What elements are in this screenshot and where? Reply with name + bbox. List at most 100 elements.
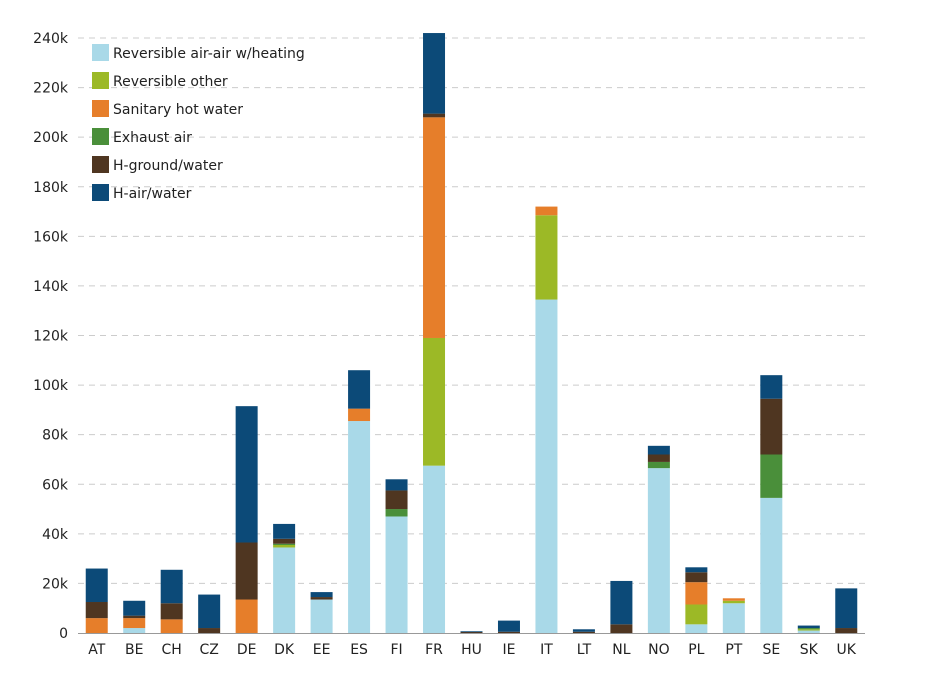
bar-segment-UK-5: [835, 588, 858, 629]
bar-segment-ES-5: [348, 370, 371, 409]
bar-segment-SK-1: [797, 629, 820, 631]
bar-segment-FI-5: [385, 479, 408, 491]
x-tick-label: FR: [425, 642, 443, 658]
bar-segment-LT-4: [572, 631, 595, 633]
x-tick-label: NO: [648, 642, 670, 658]
bar-segment-IE-4: [497, 631, 520, 633]
bar-segment-EE-5: [310, 592, 333, 598]
bar-segment-CZ-5: [198, 594, 221, 629]
x-tick-label: AT: [88, 642, 105, 658]
bar-segment-FI-3: [385, 509, 408, 517]
bar-segment-NO-5: [647, 445, 670, 455]
x-tick-label: CH: [162, 642, 182, 658]
y-tick-label: 160k: [33, 229, 69, 245]
bar-segment-HU-4: [460, 631, 483, 633]
y-tick-label: 220k: [33, 81, 69, 97]
x-tick-label: FI: [390, 642, 402, 658]
legend-swatch: [92, 100, 109, 117]
bar-segment-PL-4: [685, 572, 708, 583]
bar-segment-PL-5: [685, 567, 708, 573]
bar-segment-CH-5: [160, 569, 183, 604]
bar-segment-PT-2: [722, 598, 745, 601]
bar-segment-UK-4: [835, 628, 858, 633]
bar-segment-DK-0: [273, 547, 296, 633]
x-tick-label: LT: [577, 642, 592, 658]
bar-segment-NO-4: [647, 454, 670, 462]
bar-segment-EE-0: [310, 599, 333, 633]
x-tick-label: NL: [612, 642, 630, 658]
bar-segment-FR-1: [423, 337, 446, 466]
bar-segment-DK-3: [273, 543, 296, 545]
x-tick-label: EE: [313, 642, 331, 658]
y-tick-label: 20k: [42, 576, 69, 592]
bar-segment-SE-4: [760, 398, 783, 455]
bar-segment-SE-5: [760, 375, 783, 399]
bar-segment-DE-2: [235, 599, 258, 633]
bar-segment-IT-2: [535, 206, 558, 216]
bar-segment-PL-2: [685, 582, 708, 605]
y-tick-label: 140k: [33, 279, 69, 295]
y-tick-label: 80k: [42, 428, 69, 444]
bar-segment-DK-1: [273, 544, 296, 548]
x-tick-label: DE: [237, 642, 257, 658]
bar-segment-NO-0: [647, 468, 670, 633]
bar-segment-PL-1: [685, 604, 708, 625]
bar-segment-FI-4: [385, 490, 408, 510]
bar-segment-FR-2: [423, 117, 446, 338]
legend-swatch: [92, 128, 109, 145]
y-tick-label: 200k: [33, 130, 69, 146]
x-tick-label: PL: [688, 642, 704, 658]
bar-segment-CH-4: [160, 603, 183, 620]
x-tick-label: HU: [461, 642, 482, 658]
bar-segment-AT-5: [85, 568, 108, 603]
bar-segment-LT-5: [572, 629, 595, 632]
bar-segment-NL-4: [610, 624, 633, 633]
bar-segment-EE-4: [310, 597, 333, 600]
bar-segment-CH-2: [160, 619, 183, 633]
legend-label: Sanitary hot water: [113, 102, 243, 118]
bar-segment-CZ-4: [198, 628, 221, 633]
x-tick-label: SK: [800, 642, 819, 658]
bar-segment-FR-4: [423, 113, 446, 118]
x-tick-label: DK: [274, 642, 295, 658]
y-tick-label: 0: [59, 626, 68, 642]
x-tick-label: UK: [837, 642, 857, 658]
bar-segment-HU-5: [460, 631, 483, 633]
bar-segment-IT-0: [535, 299, 558, 633]
legend-label: Exhaust air: [113, 130, 192, 146]
bar-segment-FI-0: [385, 516, 408, 633]
bar-segment-DK-5: [273, 523, 296, 539]
bars: [85, 33, 858, 633]
bar-segment-SE-0: [760, 497, 783, 633]
gridlines: [78, 37, 865, 584]
bar-segment-FR-0: [423, 465, 446, 633]
bar-segment-SK-0: [797, 630, 820, 633]
x-tick-label: IE: [502, 642, 515, 658]
bar-segment-IT-1: [535, 215, 558, 300]
legend-label: Reversible other: [113, 74, 228, 90]
bar-segment-PL-0: [685, 624, 708, 633]
bar-segment-PT-0: [722, 603, 745, 633]
y-tick-label: 180k: [33, 180, 69, 196]
bar-segment-ES-0: [348, 421, 371, 633]
legend-swatch: [92, 184, 109, 201]
bar-segment-AT-2: [85, 618, 108, 633]
legend-swatch: [92, 44, 109, 61]
bar-segment-NL-5: [610, 580, 633, 625]
legend-swatch: [92, 72, 109, 89]
y-tick-label: 40k: [42, 527, 69, 543]
bar-segment-IE-5: [497, 620, 520, 632]
legend-label: Reversible air-air w/heating: [113, 46, 305, 62]
bar-segment-DE-4: [235, 542, 258, 600]
bar-segment-BE-4: [123, 615, 146, 619]
bar-segment-NO-3: [647, 461, 670, 469]
y-tick-label: 120k: [33, 329, 69, 345]
bar-segment-ES-2: [348, 408, 371, 422]
bar-segment-SK-5: [797, 625, 820, 629]
y-tick-label: 240k: [33, 31, 69, 47]
x-tick-label: PT: [725, 642, 742, 658]
bar-segment-DE-5: [235, 406, 258, 543]
bar-segment-BE-5: [123, 600, 146, 616]
bar-segment-BE-0: [123, 628, 146, 633]
